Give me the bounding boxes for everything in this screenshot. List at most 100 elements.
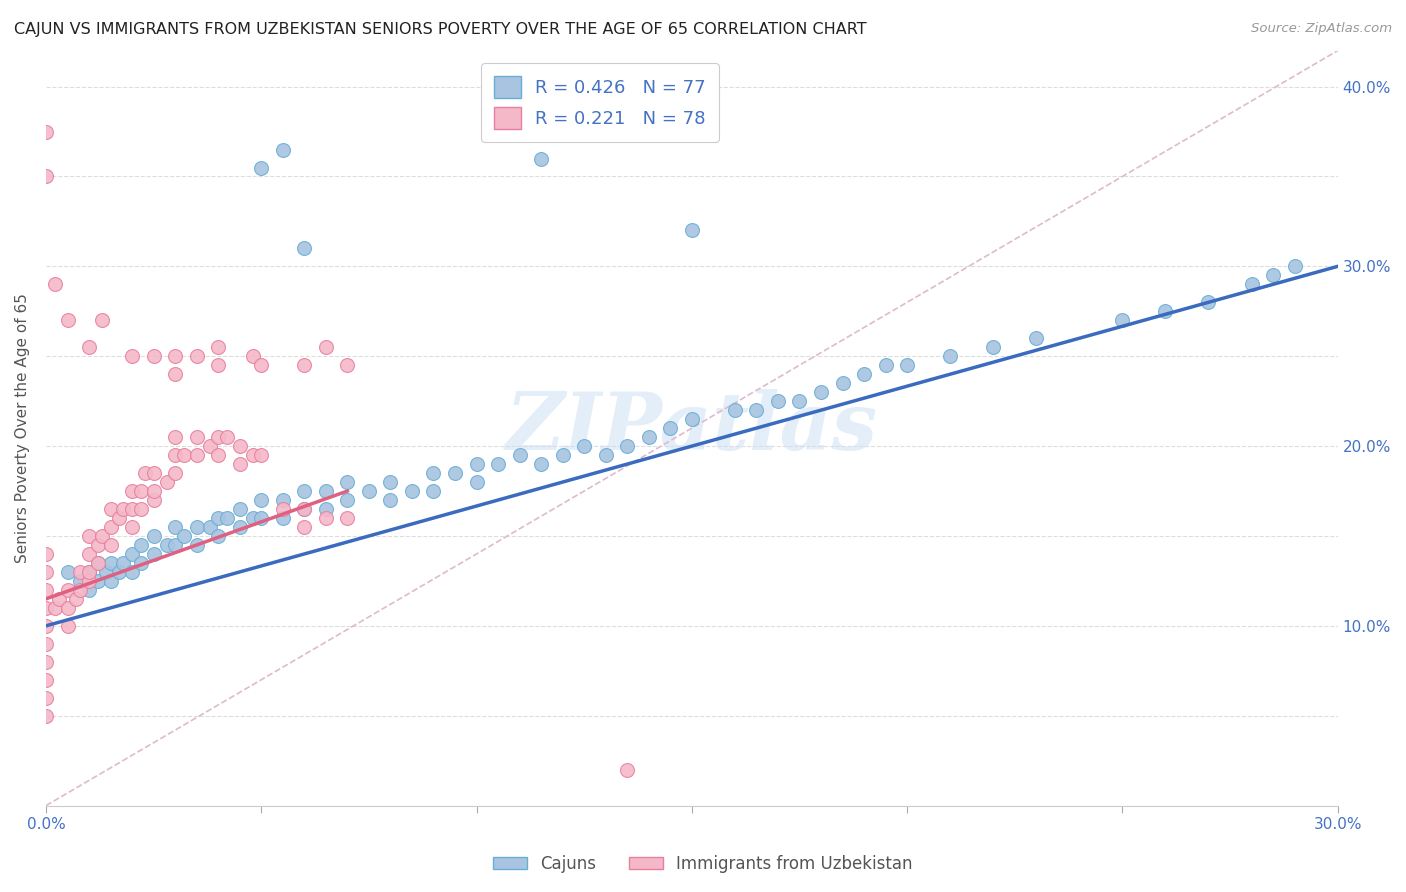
Point — [551, 448, 574, 462]
Point — [35, 600, 58, 615]
Point — [121, 565, 143, 579]
Point — [465, 475, 488, 489]
Point — [65, 591, 87, 606]
Point — [724, 403, 747, 417]
Point — [1261, 268, 1284, 283]
Point — [165, 520, 187, 534]
Point — [875, 358, 897, 372]
Point — [112, 556, 135, 570]
Point — [336, 358, 359, 372]
Point — [165, 538, 187, 552]
Point — [616, 439, 638, 453]
Point — [121, 547, 143, 561]
Point — [315, 340, 337, 354]
Point — [56, 313, 79, 327]
Point — [112, 502, 135, 516]
Point — [56, 582, 79, 597]
Point — [444, 466, 467, 480]
Legend: R = 0.426   N = 77, R = 0.221   N = 78: R = 0.426 N = 77, R = 0.221 N = 78 — [481, 63, 718, 142]
Point — [215, 430, 238, 444]
Point — [121, 520, 143, 534]
Point — [228, 439, 250, 453]
Point — [35, 582, 58, 597]
Point — [35, 673, 58, 687]
Point — [86, 556, 108, 570]
Point — [250, 493, 273, 508]
Point — [48, 591, 70, 606]
Point — [165, 448, 187, 462]
Point — [250, 161, 273, 175]
Point — [77, 547, 100, 561]
Text: CAJUN VS IMMIGRANTS FROM UZBEKISTAN SENIORS POVERTY OVER THE AGE OF 65 CORRELATI: CAJUN VS IMMIGRANTS FROM UZBEKISTAN SENI… — [14, 22, 866, 37]
Point — [186, 448, 208, 462]
Point — [108, 565, 131, 579]
Point — [228, 457, 250, 471]
Point — [69, 582, 91, 597]
Point — [1240, 277, 1263, 292]
Point — [831, 376, 853, 391]
Point — [35, 637, 58, 651]
Point — [142, 493, 165, 508]
Point — [121, 349, 143, 363]
Point — [198, 439, 221, 453]
Point — [336, 475, 359, 489]
Point — [35, 169, 58, 184]
Point — [896, 358, 918, 372]
Point — [1284, 260, 1306, 274]
Point — [486, 457, 509, 471]
Point — [35, 124, 58, 138]
Point — [165, 466, 187, 480]
Point — [207, 529, 229, 543]
Point — [91, 529, 114, 543]
Point — [228, 502, 250, 516]
Point — [35, 619, 58, 633]
Point — [35, 655, 58, 669]
Point — [142, 484, 165, 499]
Point — [100, 502, 122, 516]
Point — [271, 493, 294, 508]
Point — [422, 484, 444, 499]
Point — [121, 484, 143, 499]
Point — [69, 574, 91, 588]
Point — [142, 529, 165, 543]
Point — [242, 349, 264, 363]
Point — [380, 493, 402, 508]
Point — [142, 466, 165, 480]
Point — [637, 430, 659, 444]
Point — [228, 520, 250, 534]
Point — [789, 394, 811, 409]
Point — [173, 448, 195, 462]
Point — [186, 538, 208, 552]
Point — [292, 241, 315, 255]
Point — [509, 448, 531, 462]
Point — [401, 484, 423, 499]
Point — [96, 565, 118, 579]
Point — [292, 358, 315, 372]
Point — [207, 511, 229, 525]
Point — [315, 484, 337, 499]
Point — [56, 600, 79, 615]
Point — [853, 368, 876, 382]
Point — [77, 529, 100, 543]
Point — [250, 448, 273, 462]
Point — [77, 565, 100, 579]
Point — [155, 475, 177, 489]
Point — [1111, 313, 1133, 327]
Point — [35, 708, 58, 723]
Point — [292, 484, 315, 499]
Point — [86, 538, 108, 552]
Point — [681, 223, 703, 237]
Point — [100, 574, 122, 588]
Point — [271, 143, 294, 157]
Point — [465, 457, 488, 471]
Point — [86, 574, 108, 588]
Point — [165, 368, 187, 382]
Point — [35, 565, 58, 579]
Point — [271, 502, 294, 516]
Point — [572, 439, 595, 453]
Point — [129, 502, 152, 516]
Point — [981, 340, 1004, 354]
Point — [142, 349, 165, 363]
Point — [1198, 295, 1220, 310]
Point — [939, 349, 962, 363]
